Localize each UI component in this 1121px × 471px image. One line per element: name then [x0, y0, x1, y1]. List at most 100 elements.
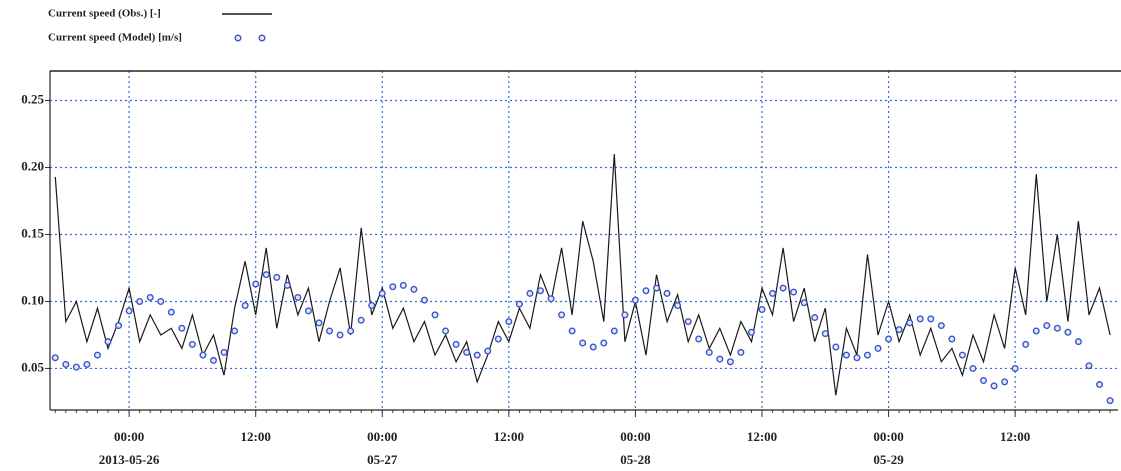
- model-marker: [399, 281, 407, 289]
- model-marker: [948, 335, 956, 343]
- model-marker: [653, 284, 661, 292]
- model-marker: [304, 307, 312, 315]
- model-marker: [1106, 397, 1114, 405]
- model-marker: [93, 351, 101, 359]
- model-marker: [663, 289, 671, 297]
- model-marker: [347, 327, 355, 335]
- model-marker: [747, 328, 755, 336]
- model-marker: [895, 326, 903, 334]
- model-marker: [62, 360, 70, 368]
- model-marker: [484, 347, 492, 355]
- y-tick-label: 0.25: [21, 91, 44, 106]
- y-tick-label: 0.05: [21, 359, 44, 374]
- x-tick-label: 00:00: [620, 429, 650, 444]
- model-marker: [674, 301, 682, 309]
- x-tick-sublabel: 05-28: [620, 452, 651, 467]
- model-marker: [125, 307, 133, 315]
- model-marker: [885, 335, 893, 343]
- model-marker: [136, 297, 144, 305]
- legend-label: Current speed (Model) [m/s]: [48, 32, 182, 44]
- model-marker: [178, 324, 186, 332]
- model-marker: [716, 355, 724, 363]
- model-marker: [252, 280, 260, 288]
- model-marker: [420, 296, 428, 304]
- model-marker: [980, 377, 988, 385]
- model-marker: [800, 299, 808, 307]
- model-marker: [705, 348, 713, 356]
- x-tick-label: 12:00: [1000, 429, 1030, 444]
- model-marker: [515, 300, 523, 308]
- model-marker: [1096, 381, 1104, 389]
- model-marker: [389, 283, 397, 291]
- model-marker: [526, 289, 534, 297]
- model-marker: [758, 306, 766, 314]
- model-marker: [916, 315, 924, 323]
- model-marker: [927, 315, 935, 323]
- model-marker: [357, 316, 365, 324]
- model-marker: [283, 281, 291, 289]
- model-marker: [368, 301, 376, 309]
- model-marker: [832, 343, 840, 351]
- x-tick-label: 00:00: [873, 429, 903, 444]
- model-marker: [505, 318, 513, 326]
- legend-marker: [234, 34, 242, 42]
- model-marker: [294, 293, 302, 301]
- model-marker: [853, 354, 861, 362]
- model-marker: [821, 330, 829, 338]
- model-marker: [779, 284, 787, 292]
- model-marker: [241, 301, 249, 309]
- model-marker: [452, 340, 460, 348]
- model-marker: [589, 343, 597, 351]
- model-marker: [1011, 364, 1019, 372]
- y-tick-label: 0.10: [21, 292, 44, 307]
- model-marker: [1074, 338, 1082, 346]
- model-marker: [610, 327, 618, 335]
- model-marker: [220, 348, 228, 356]
- model-marker: [790, 288, 798, 296]
- model-marker: [273, 273, 281, 281]
- model-marker: [695, 335, 703, 343]
- model-marker: [1022, 340, 1030, 348]
- model-marker: [209, 356, 217, 364]
- y-tick-label: 0.20: [21, 158, 44, 173]
- model-marker: [631, 296, 639, 304]
- model-marker: [1053, 324, 1061, 332]
- model-marker: [842, 351, 850, 359]
- model-marker: [1032, 327, 1040, 335]
- model-marker: [157, 297, 165, 305]
- model-marker: [431, 311, 439, 319]
- model-marker: [494, 335, 502, 343]
- x-tick-label: 12:00: [747, 429, 777, 444]
- obs-line: [54, 154, 1111, 396]
- model-marker: [863, 351, 871, 359]
- model-marker: [315, 319, 323, 327]
- x-tick-label: 12:00: [241, 429, 271, 444]
- model-marker: [115, 322, 123, 330]
- x-tick-sublabel: 05-27: [367, 452, 398, 467]
- model-marker: [769, 289, 777, 297]
- model-marker: [568, 327, 576, 335]
- model-marker: [1064, 328, 1072, 336]
- model-marker: [969, 364, 977, 372]
- model-marker: [1001, 378, 1009, 386]
- model-marker: [906, 319, 914, 327]
- model-marker: [442, 327, 450, 335]
- model-marker: [51, 354, 59, 362]
- model-marker: [231, 327, 239, 335]
- model-marker: [579, 339, 587, 347]
- model-marker: [1043, 322, 1051, 330]
- model-marker: [737, 348, 745, 356]
- model-marker: [684, 318, 692, 326]
- model-marker: [72, 363, 80, 371]
- model-marker: [199, 351, 207, 359]
- x-tick-label: 00:00: [114, 429, 144, 444]
- model-marker: [726, 358, 734, 366]
- model-marker: [547, 295, 555, 303]
- model-marker: [990, 382, 998, 390]
- x-tick-sublabel: 05-29: [873, 452, 904, 467]
- x-tick-label: 00:00: [367, 429, 397, 444]
- model-marker: [167, 308, 175, 316]
- model-marker: [874, 344, 882, 352]
